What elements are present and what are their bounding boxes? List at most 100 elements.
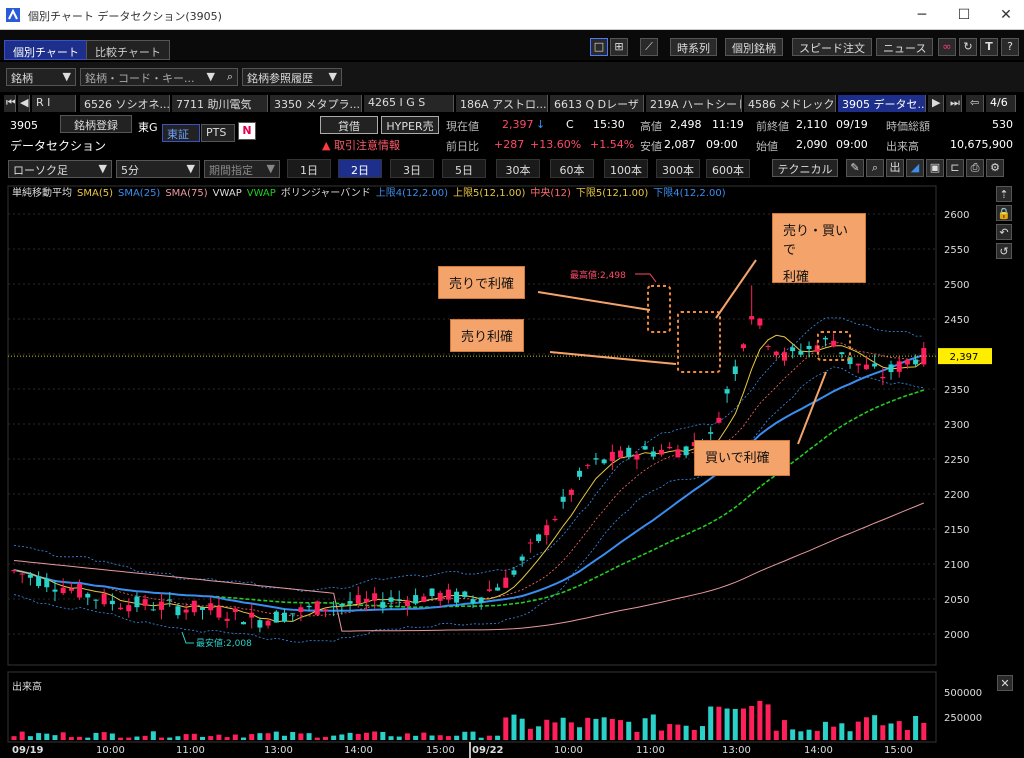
period-1d[interactable]: 1日 [287, 159, 331, 178]
stock-tab[interactable]: 3350 メタプラ... [270, 95, 362, 112]
indicator-legend-item[interactable]: SMA(5) [77, 188, 113, 199]
change-percent: +13.60% [530, 138, 582, 151]
current-price-label: 現在値 [446, 120, 479, 133]
stock-tab[interactable]: 7711 助川電気 [172, 95, 268, 112]
candle-body [626, 447, 632, 457]
stock-tab[interactable]: 219A ハートシード [646, 95, 742, 112]
technical-button[interactable]: テクニカル [772, 159, 838, 177]
single-layout-icon[interactable]: □ [590, 38, 608, 56]
volume-bar [880, 725, 886, 740]
volume-bar [749, 705, 755, 740]
area-chart-icon[interactable]: ◢ [906, 159, 924, 177]
volume-bar [806, 729, 812, 740]
indicator-legend-item[interactable]: SMA(75) [165, 188, 208, 199]
symbol-history-select[interactable]: 銘柄参照履歴 ▼ [242, 68, 342, 86]
stock-tab[interactable]: R I [32, 95, 76, 112]
timeseries-button[interactable]: 時系列 [670, 38, 717, 56]
period-2d[interactable]: 2日 [338, 159, 382, 178]
volume-bar [101, 732, 107, 740]
text-icon[interactable]: T [980, 38, 998, 56]
volume-bar [847, 731, 853, 740]
grid-layout-icon[interactable]: ⊞ [610, 38, 628, 56]
last-tab-icon[interactable]: ⏭ [946, 95, 962, 112]
zoom-icon[interactable]: ⌕ [866, 159, 884, 177]
market-tse-button[interactable]: 東証 [162, 124, 200, 142]
indicator-legend-item[interactable]: VWAP [246, 188, 276, 199]
scroll-up-icon[interactable]: ⇡ [996, 186, 1012, 202]
stock-tab[interactable]: 6526 ソシオネ... [80, 95, 170, 112]
undo-icon[interactable]: ↶ [996, 224, 1012, 240]
stock-tab[interactable]: 186A アストロ... [456, 95, 548, 112]
nikkei-icon[interactable]: N [238, 122, 256, 140]
period-5d[interactable]: 5日 [442, 159, 486, 178]
register-stock-button[interactable]: 銘柄登録 [60, 115, 132, 133]
interval-select[interactable]: 5分 ▼ [116, 160, 200, 178]
indicator-legend-item[interactable]: 下限4(12,2.00) [653, 188, 726, 199]
candle-body [536, 534, 542, 541]
refresh-icon[interactable]: ↻ [959, 38, 977, 56]
minimize-button[interactable]: ─ [917, 7, 927, 23]
volume-value: 10,675,900 [950, 138, 1013, 151]
volume-bar [740, 708, 746, 740]
period-3d[interactable]: 3日 [390, 159, 434, 178]
indicator-legend-item[interactable]: SMA(25) [117, 188, 161, 199]
top-toolbar: 個別チャート 比較チャート □ ⊞ ⟋ 時系列 個別銘柄 スピード注文 ニュース… [0, 30, 1024, 60]
maximize-button[interactable]: ☐ [957, 7, 971, 23]
print-icon[interactable]: ⎙ [966, 159, 984, 177]
indicator-legend-item[interactable]: 下限5(12,1.00) [575, 188, 649, 199]
settings-icon[interactable]: ⚙ [986, 159, 1004, 177]
search-input[interactable]: 銘柄・コード・キー... ▼ ⌕ [80, 68, 238, 86]
volume-bar [454, 735, 460, 740]
folder-icon[interactable]: ⊏ [946, 159, 964, 177]
speed-order-button[interactable]: スピード注文 [792, 38, 872, 56]
indicator-legend-item[interactable]: 上限4(12,2.00) [375, 188, 449, 199]
first-tab-icon[interactable]: ⏮ [4, 95, 16, 112]
warning-link[interactable]: ▲ 取引注意情報 [322, 139, 400, 152]
period-300[interactable]: 300本 [656, 159, 700, 178]
tab-compare-chart[interactable]: 比較チャート [86, 40, 170, 60]
chart-type-select[interactable]: ローソク足 ▼ [8, 160, 112, 178]
period-select[interactable]: 期間指定 ▼ [204, 160, 280, 178]
period-600[interactable]: 600本 [706, 159, 750, 178]
period-30[interactable]: 30本 [496, 159, 540, 178]
candle-body [290, 613, 296, 615]
volume-toggle-icon[interactable]: 出 [886, 159, 904, 177]
link-icon[interactable]: ∞ [938, 38, 956, 56]
stock-tab-active[interactable]: 3905 データセ... [838, 95, 926, 112]
volume-axis-tick: 250000 [944, 713, 982, 724]
help-icon[interactable]: ? [1001, 38, 1019, 56]
close-volume-pane-icon[interactable]: ✕ [997, 675, 1013, 691]
back-icon[interactable]: ⇦ [966, 95, 984, 112]
stock-tab[interactable]: 4265 I G S [364, 95, 454, 112]
save-icon[interactable]: ▣ [926, 159, 944, 177]
prev-tab-icon[interactable]: ◀ [18, 95, 30, 112]
draw-line-icon[interactable]: ⟋ [640, 38, 658, 56]
volume-bar [445, 736, 451, 740]
tab-individual-chart[interactable]: 個別チャート [4, 40, 88, 60]
period-60[interactable]: 60本 [550, 159, 594, 178]
period-100[interactable]: 100本 [604, 159, 648, 178]
search-icon[interactable]: ⌕ [226, 70, 233, 83]
volume-bar [560, 717, 566, 740]
lock-icon[interactable]: 🔒 [996, 205, 1012, 221]
indicator-legend-item[interactable]: 中央(12) [530, 188, 571, 199]
reset-icon[interactable]: ↺ [996, 243, 1012, 259]
pts-button[interactable]: PTS [201, 124, 235, 142]
close-button[interactable]: ✕ [1000, 7, 1012, 23]
volume-bar [388, 736, 394, 740]
candle-body [118, 607, 124, 610]
volume-bar [585, 717, 591, 740]
stock-tab[interactable]: 6613 Q Dレーザ [550, 95, 644, 112]
next-tab-icon[interactable]: ▶ [928, 95, 944, 112]
news-button[interactable]: ニュース [876, 38, 934, 56]
indicator-legend-item[interactable]: 上限5(12,1.00) [453, 188, 526, 199]
indicator-legend-item[interactable]: 単純移動平均 [12, 188, 72, 199]
y-axis-tick-label: 2550 [944, 245, 969, 256]
stock-tab[interactable]: 4586 メドレック [744, 95, 836, 112]
indicator-legend-item[interactable]: ボリンジャーバンド [280, 188, 371, 199]
stock-detail-button[interactable]: 個別銘柄 [725, 38, 783, 56]
symbol-type-select[interactable]: 銘柄 ▼ [6, 68, 76, 86]
indicator-legend-item[interactable]: VWAP [212, 188, 242, 199]
candle-body [273, 611, 279, 623]
pen-icon[interactable]: ✎ [846, 159, 864, 177]
